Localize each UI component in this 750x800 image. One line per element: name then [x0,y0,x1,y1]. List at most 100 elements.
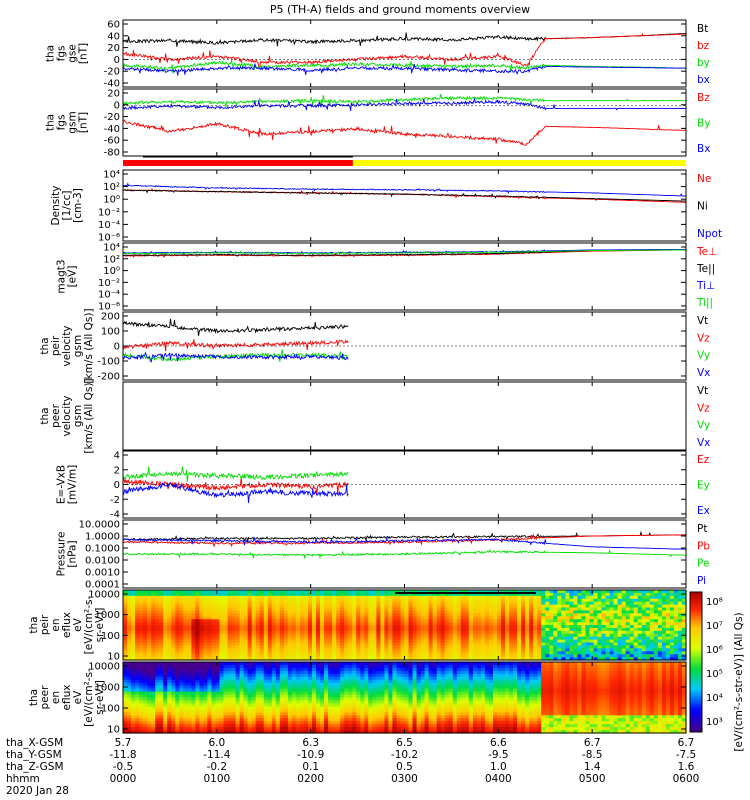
spectrogram-cell [199,685,204,690]
spectrogram-cell [259,595,265,600]
spectrogram-cell [629,590,635,594]
spectrogram-cell [553,590,558,594]
spectrogram-cell [151,721,156,725]
spectrogram-cell [517,648,522,652]
spectrogram-cell [267,642,273,646]
spectrogram-cell [231,691,237,696]
spectrogram-cell [304,691,309,696]
spectrogram-cell [227,709,233,713]
spectrogram-cell [320,651,325,655]
spectrogram-cell [356,639,361,644]
spectrogram-cell [621,610,627,614]
spectrogram-cell [135,651,140,655]
spectrogram-cell [183,691,188,696]
spectrogram-cell [308,613,313,617]
spectrogram-cell [291,651,297,655]
spectrogram-cell [533,598,538,603]
y-tick-label-8-2: 100 [101,631,120,642]
spectrogram-cell [287,604,293,609]
spectrogram-cell [497,648,502,652]
spectrogram-cell [143,694,148,699]
spectrogram-cell [673,645,679,649]
y-tick-label-4-0: 200 [101,312,120,323]
spectrogram-cell [283,592,289,597]
spectrogram-cell [665,651,671,655]
spectrogram-cell [537,613,542,617]
spectrogram-cell [569,651,574,655]
spectrogram-cell [356,633,361,638]
spectrogram-cell [287,709,293,713]
spectrogram-cell [585,610,591,614]
spectrogram-cell [211,595,217,600]
spectrogram-cell [171,712,176,716]
spectrogram-cell [259,648,265,652]
spectrogram-cell [295,709,301,713]
spectrogram-cell [147,636,152,641]
spectrogram-cell [259,610,265,614]
spectrogram-cell [295,651,301,655]
spectrogram-cell [380,625,385,629]
spectrogram-cell [163,616,168,620]
spectrogram-cell [380,630,385,635]
spectrogram-cell [259,657,265,661]
spectrogram-cell [553,636,558,641]
spectrogram-cell [605,598,611,603]
spectrogram-cell [324,730,329,734]
spectrogram-cell [641,619,647,623]
spectrogram-cell [669,604,675,609]
spectrogram-cell [283,648,289,652]
spectrogram-cell [400,625,406,629]
spectrogram-cell [275,709,281,713]
spectrogram-cell [227,670,233,675]
spectrogram-cell [412,613,418,617]
spectrogram-cell [332,648,337,652]
spectrogram-cell [316,721,321,725]
spectrogram-cell [497,592,502,597]
spectrogram-cell [621,633,627,638]
spectrogram-cell [356,601,361,606]
spectrogram-cell [215,691,221,696]
spectrogram-cell [203,712,208,716]
spectrogram-cell [488,590,494,594]
spectrogram-cell [295,595,301,600]
spectrogram-cell [203,610,208,614]
spectrogram-cell [380,633,385,638]
spectrogram-cell [645,595,651,600]
spectrogram-cell [308,636,313,641]
spectrogram-cell [388,625,393,629]
spectrogram-cell [408,598,414,603]
spectrogram-cell [203,642,208,646]
spectrogram-cell [287,625,293,629]
spectrogram-cell [637,657,643,661]
spectrogram-cell [549,654,554,658]
spectrogram-cell [271,667,277,672]
spectrogram-cell [633,627,639,632]
spectrogram-cell [255,694,261,699]
spectrogram-cell [541,616,546,620]
spectrogram-cell [484,642,490,646]
spectrogram-cell [191,712,196,716]
spectrogram-cell [155,642,160,646]
spectrogram-cell [505,616,510,620]
spectrogram-cell [247,595,253,600]
spectrogram-cell [665,604,671,609]
spectrogram-cell [199,670,204,675]
spectrogram-cell [328,688,333,693]
spectrogram-cell [167,595,172,600]
spectrogram-cell [155,721,160,725]
y-tick-label-6-4: -4 [110,510,120,521]
spectrogram-cell [529,654,534,658]
spectrogram-cell [336,630,341,635]
spectrogram-cell [682,636,687,641]
spectrogram-cell [271,604,277,609]
spectrogram-cell [295,697,301,702]
spectrogram-cell [291,721,297,725]
spectrogram-cell [219,648,225,652]
spectrogram-cell [408,622,414,626]
spectrogram-cell [191,654,196,658]
spectrogram-cell [247,706,253,710]
spectrogram-cell [211,662,217,666]
spectrogram-cell [328,727,333,731]
spectrogram-cell [247,665,253,669]
spectrogram-cell [295,625,301,629]
